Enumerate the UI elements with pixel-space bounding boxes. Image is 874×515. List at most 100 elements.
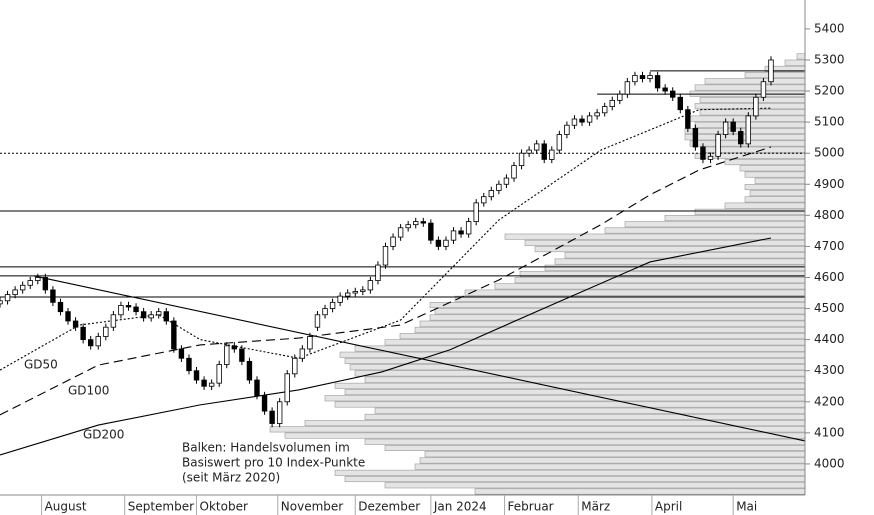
volume-bar [464, 289, 806, 296]
candle-body [231, 345, 238, 350]
volume-bar [364, 376, 806, 383]
x-tick-label: April [655, 500, 682, 514]
candle-body [125, 305, 132, 308]
volume-bar [694, 208, 806, 215]
candle-body [276, 401, 283, 424]
y-tick-label: 4600 [814, 270, 845, 284]
volume-bar [514, 277, 806, 284]
volume-bar [384, 339, 806, 346]
candle-body [730, 121, 736, 132]
volume-bar [364, 438, 806, 445]
candle-body [503, 177, 510, 185]
volume-bar [554, 258, 806, 265]
candle-body [541, 143, 547, 160]
volume-bar [684, 134, 806, 141]
x-tick-label: September [128, 500, 194, 514]
candle-body [4, 294, 11, 302]
candle-body [768, 59, 774, 83]
volume-bar [429, 314, 806, 321]
candle-body [352, 291, 358, 294]
volume-bar [334, 401, 806, 408]
candle-body [375, 264, 381, 281]
volume-bar [744, 196, 806, 203]
candle-body [103, 326, 109, 337]
candle-body [50, 289, 56, 303]
y-tick-label: 5200 [814, 84, 845, 98]
volume-bar [739, 165, 806, 172]
x-tick-label: März [581, 500, 610, 514]
y-tick-label: 5100 [814, 115, 845, 129]
candle-body [685, 109, 691, 129]
candle-body [465, 221, 472, 235]
candle-body [420, 221, 426, 224]
candle-body [261, 395, 268, 412]
candle-body [564, 124, 570, 135]
candle-body [594, 112, 600, 117]
candle-body [12, 289, 18, 295]
candle-body [0, 300, 3, 305]
candle-body [201, 379, 207, 387]
candle-body [367, 280, 374, 291]
volume-bar [419, 320, 806, 327]
y-tick-label: 4300 [814, 363, 845, 377]
candle-body [27, 280, 33, 286]
candle-body [382, 246, 389, 266]
candle-body [745, 115, 752, 145]
x-tick-label: Februar [508, 500, 554, 514]
candle-body [314, 314, 321, 328]
note-text: Basiswert pro 10 Index-Punkte [182, 456, 365, 470]
volume-bar [334, 382, 806, 389]
candle-body [458, 230, 464, 235]
candle-body [488, 190, 495, 198]
volume-bar [324, 395, 806, 402]
volume-bar [604, 227, 806, 234]
y-tick-label: 4500 [814, 301, 845, 315]
candle-body [639, 75, 646, 80]
candle-body [496, 183, 502, 191]
x-tick-label: Mai [736, 500, 757, 514]
candle-body [624, 81, 631, 95]
candle-body [284, 373, 290, 403]
candle-body [397, 227, 404, 238]
volume-bar [399, 333, 806, 340]
candle-body [601, 106, 608, 114]
volume-bar [434, 308, 806, 315]
candle-body [435, 239, 442, 247]
candle-body [65, 311, 71, 322]
volume-bar [744, 72, 806, 79]
volume-bar [474, 488, 806, 495]
volume-bar [354, 345, 806, 352]
candle-body [526, 149, 532, 154]
candle-body [307, 336, 313, 350]
x-tick-label: Dezember [358, 500, 420, 514]
volume-bar [664, 215, 806, 222]
volume-bar [374, 407, 806, 414]
volume-bar [744, 171, 806, 178]
candle-body [239, 348, 245, 362]
candle-body [571, 118, 578, 126]
volume-bar [284, 432, 806, 439]
candle-body [292, 357, 298, 375]
volume-bar [784, 59, 806, 66]
candle-body [344, 292, 351, 297]
candle-body [254, 379, 260, 396]
candle-body [617, 93, 623, 101]
candle-body [413, 221, 419, 226]
y-tick-label: 4400 [814, 332, 845, 346]
candle-body [390, 236, 396, 247]
candle-body [662, 87, 668, 92]
volume-bar [544, 264, 806, 271]
volume-bar [349, 364, 806, 371]
candle-body [443, 239, 449, 247]
volume-bar [429, 302, 806, 309]
candle-body [140, 311, 147, 319]
candle-body [518, 152, 525, 167]
y-tick-label: 4700 [814, 239, 845, 253]
volume-bar [724, 159, 806, 166]
candle-body [224, 345, 230, 365]
volume-bar [704, 78, 806, 85]
candle-body [722, 121, 729, 135]
candle-body [692, 127, 699, 148]
volume-bar [796, 53, 806, 60]
candle-body [133, 306, 139, 313]
